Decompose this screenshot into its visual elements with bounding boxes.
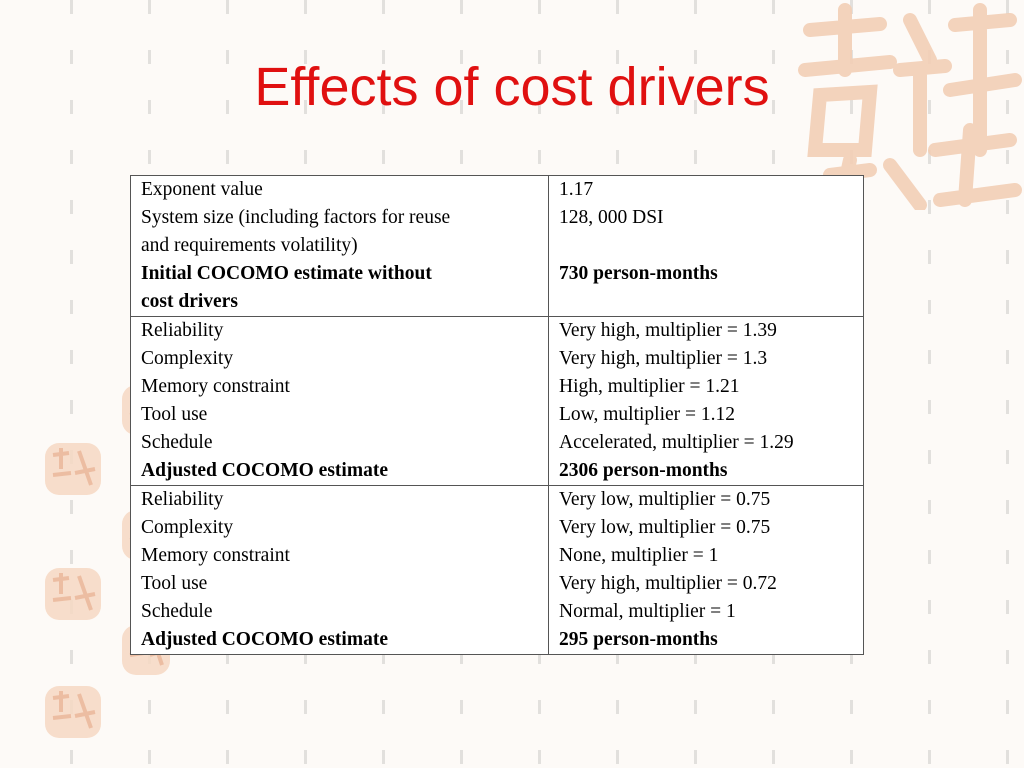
cell-line: Adjusted COCOMO estimate bbox=[141, 460, 388, 481]
cell-line bbox=[559, 232, 853, 260]
cell-line: Exponent value bbox=[141, 179, 263, 200]
slide-title: Effects of cost drivers bbox=[254, 57, 770, 117]
cell-line: cost drivers bbox=[141, 291, 238, 312]
cell-line: High, multiplier = 1.21 bbox=[559, 376, 740, 397]
cell-line: Very low, multiplier = 0.75 bbox=[559, 517, 771, 538]
cost-drivers-table: Exponent value System size (including fa… bbox=[130, 175, 864, 655]
cell-line: Complexity bbox=[141, 348, 234, 369]
cell-line: Tool use bbox=[141, 573, 208, 594]
cell-line: 128, 000 DSI bbox=[559, 207, 664, 228]
cell-line: Schedule bbox=[141, 432, 213, 453]
cell-line: Adjusted COCOMO estimate bbox=[141, 629, 388, 650]
cell-line: Very low, multiplier = 0.75 bbox=[559, 489, 771, 510]
cell-line: Initial COCOMO estimate without bbox=[141, 263, 432, 284]
cell-line: Tool use bbox=[141, 404, 208, 425]
cell-line: Complexity bbox=[141, 517, 234, 538]
cell-line: 295 person-months bbox=[559, 629, 718, 650]
table-row: Reliability Complexity Memory constraint… bbox=[130, 485, 864, 655]
cell-line: 2306 person-months bbox=[559, 460, 728, 481]
cell-line: Memory constraint bbox=[141, 376, 290, 397]
cell-line: 730 person-months bbox=[559, 263, 718, 284]
cell-line: and requirements volatility) bbox=[141, 235, 358, 256]
cell-line: Very high, multiplier = 1.39 bbox=[559, 320, 777, 341]
table-cell-left: Reliability Complexity Memory constraint… bbox=[130, 485, 549, 655]
cell-line: System size (including factors for reuse bbox=[141, 207, 451, 228]
cell-line: Very high, multiplier = 0.72 bbox=[559, 573, 777, 594]
cell-line: 1.17 bbox=[559, 179, 594, 200]
cell-line: Reliability bbox=[141, 320, 224, 341]
table-cell-left: Reliability Complexity Memory constraint… bbox=[130, 316, 549, 486]
cell-line: None, multiplier = 1 bbox=[559, 545, 719, 566]
cell-line: Schedule bbox=[141, 601, 213, 622]
table-row: Reliability Complexity Memory constraint… bbox=[130, 316, 864, 486]
cell-line: Very high, multiplier = 1.3 bbox=[559, 348, 768, 369]
small-seal-decoration bbox=[45, 686, 101, 738]
cell-line: Low, multiplier = 1.12 bbox=[559, 404, 736, 425]
cell-line: Accelerated, multiplier = 1.29 bbox=[559, 432, 794, 453]
calligraphy-seal-decoration bbox=[770, 0, 1024, 212]
small-seal-decoration bbox=[45, 568, 101, 620]
table-cell-right: Very high, multiplier = 1.39 Very high, … bbox=[548, 316, 864, 486]
table-row: Exponent value System size (including fa… bbox=[130, 175, 864, 317]
cell-line: Normal, multiplier = 1 bbox=[559, 601, 736, 622]
table-cell-right: 1.17 128, 000 DSI 730 person-months bbox=[548, 175, 864, 317]
small-seal-decoration bbox=[45, 443, 101, 495]
cell-line: Memory constraint bbox=[141, 545, 290, 566]
table-cell-right: Very low, multiplier = 0.75 Very low, mu… bbox=[548, 485, 864, 655]
cell-line: Reliability bbox=[141, 489, 224, 510]
cell-line bbox=[559, 288, 853, 316]
table-cell-left: Exponent value System size (including fa… bbox=[130, 175, 549, 317]
